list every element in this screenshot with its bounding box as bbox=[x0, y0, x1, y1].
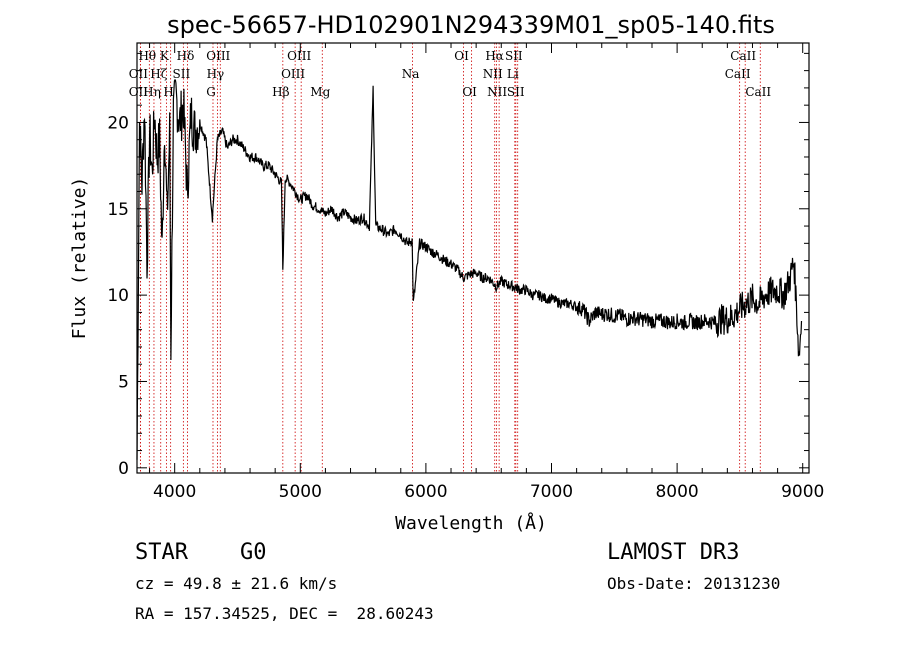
obs-date: Obs-Date: 20131230 bbox=[607, 574, 781, 593]
object-subclass: G0 bbox=[240, 540, 267, 565]
spectral-line-label: Hη bbox=[143, 85, 161, 99]
spectral-line-label: SII bbox=[172, 67, 190, 81]
spectral-line-label: OIII bbox=[281, 67, 305, 81]
spectral-line-label: NII bbox=[487, 85, 507, 99]
spectral-line-markers bbox=[139, 43, 761, 473]
spectrum-line bbox=[136, 79, 803, 460]
spectral-line-label: OI bbox=[462, 85, 477, 99]
y-tick-label: 10 bbox=[107, 286, 129, 306]
spectral-line-label: Hα bbox=[485, 49, 504, 63]
spectral-line-label: OII bbox=[129, 85, 149, 99]
spectral-line-label: CaII bbox=[725, 67, 751, 81]
redshift-info: cz = 49.8 ± 21.6 km/s bbox=[135, 574, 338, 593]
spectral-line-label: OI bbox=[454, 49, 469, 63]
spectral-line-label: Li bbox=[507, 67, 519, 81]
survey-name: LAMOST DR3 bbox=[607, 540, 740, 565]
y-tick-label: 20 bbox=[107, 113, 129, 133]
spectral-line-label: OII bbox=[129, 67, 149, 81]
spectral-line-label: G bbox=[206, 85, 216, 99]
x-tick-label: 9000 bbox=[781, 482, 824, 502]
spectral-line-label: Hβ bbox=[272, 85, 289, 99]
spectral-line-label: SII bbox=[507, 85, 525, 99]
x-tick-label: 6000 bbox=[404, 482, 447, 502]
x-tick-label: 8000 bbox=[655, 482, 698, 502]
spectral-line-label: H bbox=[163, 85, 173, 99]
y-tick-label: 5 bbox=[118, 372, 129, 392]
spectral-line-label: Hζ bbox=[150, 67, 167, 81]
x-tick-label: 5000 bbox=[279, 482, 322, 502]
x-tick-label: 4000 bbox=[153, 482, 196, 502]
spectral-line-label: SII bbox=[505, 49, 523, 63]
spectral-line-label: Hθ bbox=[138, 49, 156, 63]
spectral-line-label: CaII bbox=[745, 85, 771, 99]
spectral-line-label: Hγ bbox=[207, 67, 225, 81]
spectral-line-label: OIII bbox=[206, 49, 230, 63]
y-tick-label: 15 bbox=[107, 200, 129, 220]
x-axis-label: Wavelength (Å) bbox=[395, 512, 547, 534]
coordinates: RA = 157.34525, DEC = 28.60243 bbox=[135, 604, 434, 623]
y-tick-label: 0 bbox=[118, 459, 129, 479]
spectral-line-label: NII bbox=[483, 67, 503, 81]
x-axis-ticks: 4000 5000 6000 7000 8000 9000 bbox=[149, 43, 824, 502]
x-tick-label: 7000 bbox=[530, 482, 573, 502]
chart-title: spec-56657-HD102901N294339M01_sp05-140.f… bbox=[167, 11, 775, 39]
spectral-line-label: Mg bbox=[310, 85, 330, 99]
y-axis-label: Flux (relative) bbox=[69, 177, 90, 340]
object-class: STAR bbox=[135, 540, 188, 565]
y-axis-ticks: 0 5 10 15 20 bbox=[107, 52, 809, 479]
spectral-line-label: K bbox=[160, 49, 170, 63]
spectral-line-label: CaII bbox=[730, 49, 756, 63]
spectral-line-label: Na bbox=[402, 67, 420, 81]
plot-frame bbox=[136, 42, 810, 474]
spectral-line-label: OIII bbox=[287, 49, 311, 63]
spectral-line-label: Hδ bbox=[177, 49, 195, 63]
